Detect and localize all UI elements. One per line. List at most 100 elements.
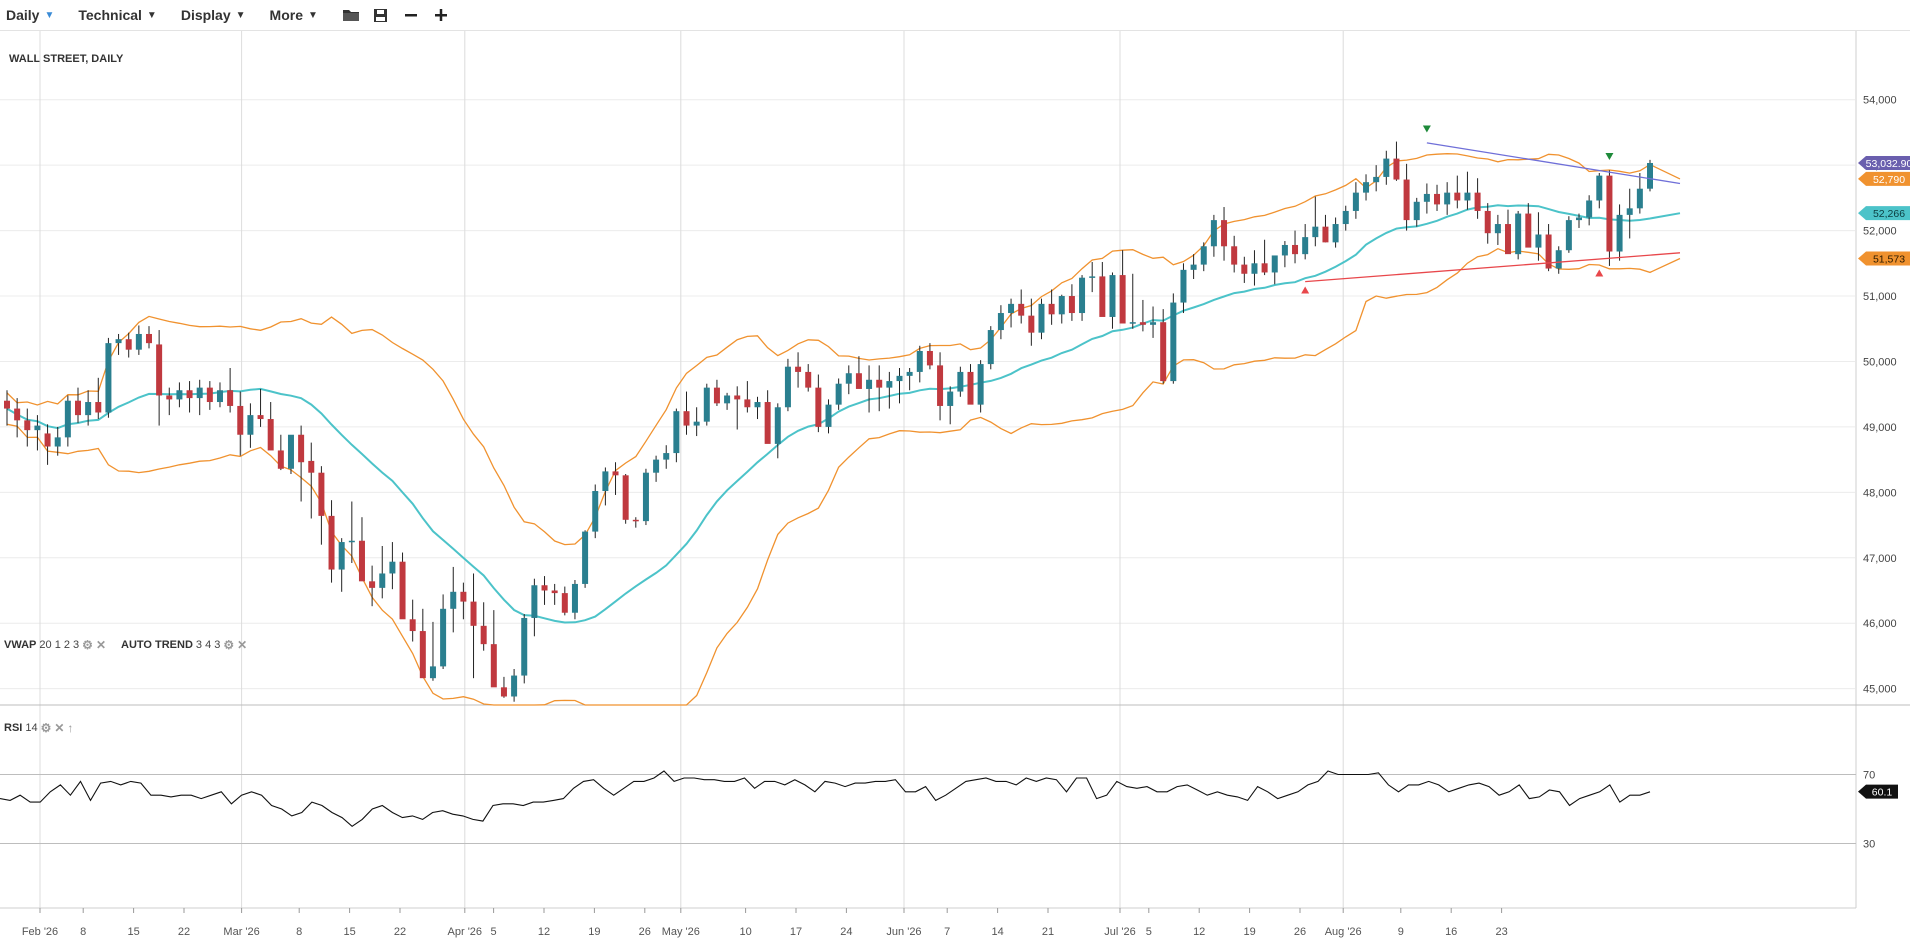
toolbar: Daily ▼ Technical ▼ Display ▼ More ▼ [0,0,1910,31]
zoom-out-icon[interactable] [396,1,426,29]
price-tick-label: 48,000 [1863,487,1897,499]
candle-body [1454,192,1461,201]
candle-body [795,366,802,372]
candle-body [1018,303,1025,316]
zoom-in-icon[interactable] [426,1,456,29]
more-menu-label: More [269,7,303,23]
rsi-level-label: 70 [1863,770,1875,782]
candle-body [64,400,71,438]
candle-body [1596,175,1603,201]
candle-body [1119,275,1126,324]
candle-body [1474,192,1481,211]
candle-body [511,675,518,697]
candle-body [298,434,305,463]
price-chart[interactable]: 45,000 46,000 47,000 48,000 49,000 50,000 51,0… [0,31,1910,944]
candle-body [156,344,163,396]
date-tick-label: Jun '26 [886,926,921,938]
gear-icon[interactable]: ⚙ [223,638,235,652]
candle-body [1413,201,1420,221]
autotrend-params: 3 4 3 [195,639,221,651]
candle-body [592,491,599,532]
date-tick-label: 12 [538,926,550,938]
candle-body [703,387,710,422]
save-icon[interactable] [366,1,396,29]
price-tick-label: 45,000 [1863,684,1897,696]
upper-band-tag: 52,790 [1858,171,1910,186]
trend-marker [1605,152,1614,160]
candle-body [135,333,142,350]
more-menu[interactable]: More ▼ [270,7,318,23]
chart-title: WALL STREET, DAILY [9,53,124,65]
last-price-tag: 53,032.90 [1858,155,1910,170]
display-menu[interactable]: Display ▼ [181,7,246,23]
close-icon[interactable]: ✕ [95,638,106,652]
upper-band-tag-bg [1858,171,1910,186]
lower-band-tag: 51,573 [1858,251,1910,266]
candle-body [997,313,1004,331]
candle-body [561,593,568,613]
vwap-tag: 52,266 [1858,206,1910,220]
rsi-level-label: 30 [1863,839,1875,851]
rsi-tag-text: 60.1 [1872,787,1893,799]
candle-body [764,402,771,444]
candle-body [1363,182,1370,193]
date-tick-label: 23 [1495,926,1507,938]
candle-body [1210,220,1217,247]
candle-body [287,434,294,469]
candle-body [653,459,660,473]
candle-body [267,419,274,451]
candle-body [34,425,41,431]
date-tick-label: 12 [1193,926,1205,938]
candle-body [815,387,822,427]
candle-body [825,404,832,427]
candle-body [724,395,731,404]
close-icon[interactable]: ✕ [54,721,65,735]
timeframe-menu[interactable]: Daily ▼ [6,7,54,23]
candle-body [54,437,61,447]
candle-body [186,390,193,399]
date-tick-label: 8 [296,926,302,938]
candle-body [1565,220,1572,251]
date-tick-label: 7 [944,926,950,938]
trend-marker [1595,269,1604,277]
candle-body [1180,269,1187,303]
candle-body [1423,193,1430,202]
candle-body [1352,192,1359,211]
date-tick-label: Aug '26 [1325,926,1362,938]
rsi-value-tag: 60.1 [1858,784,1898,799]
candle-body [835,383,842,405]
candle-body [216,390,223,403]
candle-body [845,373,852,384]
arrow-up-icon[interactable]: ↑ [67,721,74,735]
date-tick-label: 16 [1445,926,1457,938]
gear-icon[interactable]: ⚙ [40,721,52,735]
date-tick-label: 5 [491,926,497,938]
gear-icon[interactable]: ⚙ [82,638,93,652]
candle-body [1342,210,1349,225]
technical-menu[interactable]: Technical ▼ [78,7,156,23]
candle-body [1322,226,1329,243]
trend-marker [1422,125,1431,133]
rsi-tag-bg [1858,784,1898,799]
candle-body [1170,302,1177,382]
candle-body [774,407,781,444]
candle-body [44,433,51,447]
candle-body [1484,210,1491,234]
date-tick-label: 19 [1243,926,1255,938]
folder-icon[interactable] [336,1,366,29]
date-tick-label: 24 [840,926,852,938]
candle-body [24,420,31,431]
candle-body [866,379,873,389]
technical-menu-label: Technical [78,7,142,23]
candle-body [967,371,974,405]
candle-body [582,531,589,584]
candle-body [1505,224,1512,255]
candle-body [125,339,132,350]
candle-body [1312,226,1319,238]
candle-body [1109,275,1116,317]
candle-body [1271,255,1278,273]
candle-body [85,402,92,416]
candle-body [1535,234,1542,248]
candle-body [1626,208,1633,215]
close-icon[interactable]: ✕ [237,638,248,652]
